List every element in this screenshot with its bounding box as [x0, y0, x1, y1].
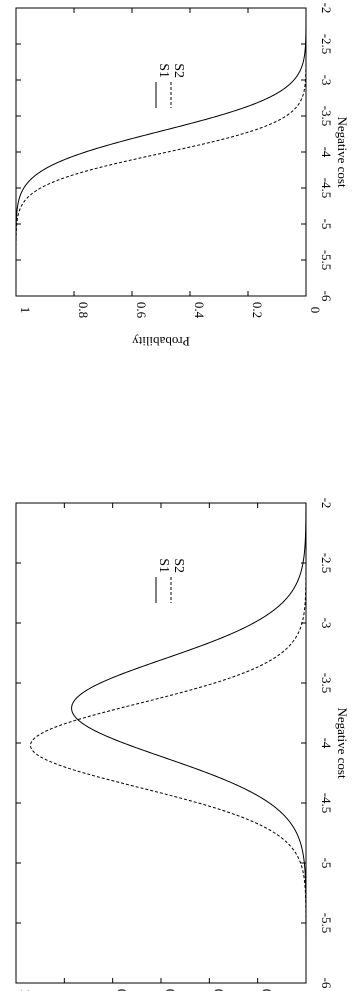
- y-tick-label: 0: [308, 307, 323, 314]
- legend-label: S1: [156, 63, 171, 78]
- x-tick-label: -4: [319, 147, 334, 158]
- x-tick-label: -2: [319, 498, 334, 509]
- plot-frame: [15, 502, 307, 984]
- x-tick-label: -2.5: [319, 553, 334, 574]
- y-tick-label: 0.8: [115, 989, 130, 991]
- x-tick-label: -2.5: [319, 34, 334, 55]
- y-tick-label: 0.4: [192, 302, 207, 319]
- x-tick-label: -4.5: [319, 178, 334, 199]
- x-tick-label: -6: [319, 978, 334, 989]
- y-tick-label: 0.8: [76, 302, 91, 318]
- y-tick-label: 1: [18, 307, 33, 314]
- y-tick-label: 0.4: [211, 989, 226, 991]
- chart-panel-2: -6 -5.5 -5 -4.5 -4 -3.5 -3 -2.5 -2 0 0.2 0.4 0.6 0.8 1…: [15, 3, 350, 349]
- legend-label: S2: [171, 63, 186, 78]
- x-tick-label: -5: [319, 858, 334, 869]
- chart-panel-1: -6-5.5-5-4.5-4-3.5-3-2.5-200.20.40.60.81…: [15, 498, 350, 991]
- plot-frame: [15, 7, 307, 297]
- x-axis-label: Negative cost: [335, 116, 350, 188]
- x-axis-label: Negative cost: [335, 707, 350, 779]
- y-tick-label: 0.6: [163, 989, 178, 991]
- x-tick-label: -3.5: [319, 673, 334, 694]
- x-tick-label: -5: [319, 219, 334, 230]
- x-tick-label: -4: [319, 738, 334, 749]
- series-line-s2: [29, 503, 307, 983]
- y-tick-label: 0.2: [250, 302, 265, 318]
- x-tick-label: -2: [319, 3, 334, 14]
- y-tick-label: 0.6: [134, 302, 149, 319]
- x-tick-label: -5.5: [319, 913, 334, 934]
- y-tick-label: 1.2: [18, 989, 33, 991]
- x-tick-label: -3: [319, 618, 334, 629]
- legend-label: S1: [156, 558, 171, 573]
- series-line-s2: [15, 8, 307, 296]
- x-tick-label: -6: [319, 291, 334, 302]
- x-tick-label: -3: [319, 75, 334, 86]
- series-line-s1: [71, 503, 307, 983]
- series-line-s1: [15, 8, 307, 296]
- x-tick-label: -3.5: [319, 106, 334, 127]
- y-tick-label: 0.2: [260, 989, 275, 991]
- legend-label: S2: [171, 558, 186, 573]
- x-tick-label: -5.5: [319, 250, 334, 271]
- y-axis-label: Probability: [132, 334, 190, 349]
- x-tick-label: -4.5: [319, 793, 334, 814]
